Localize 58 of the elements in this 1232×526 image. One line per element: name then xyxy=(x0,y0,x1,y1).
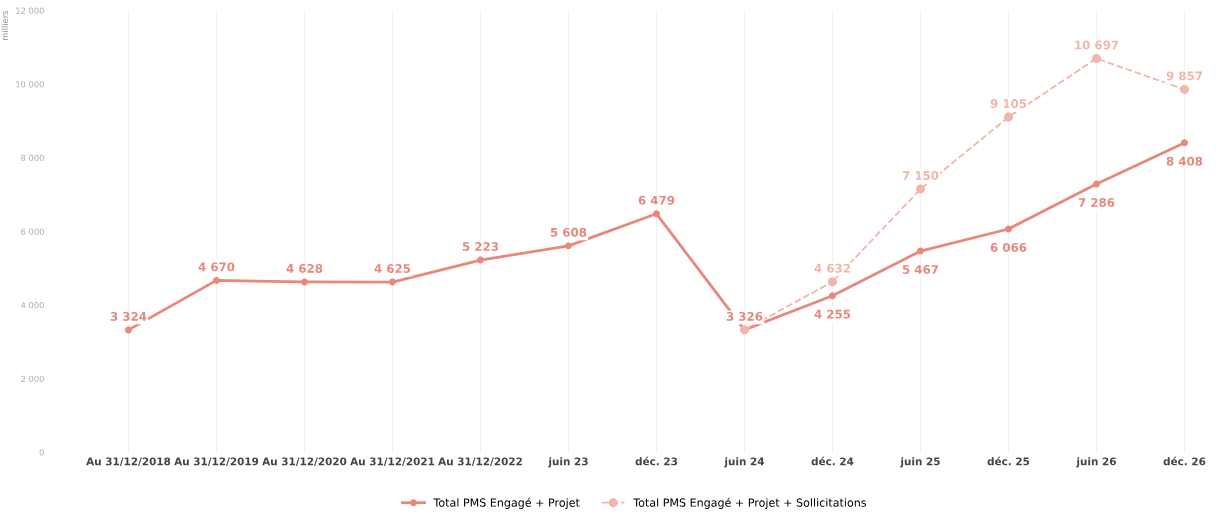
data-label: 8 408 xyxy=(1166,156,1203,166)
y-tick-label: 6 000 xyxy=(21,228,44,235)
point xyxy=(829,292,836,300)
point xyxy=(917,247,924,255)
x-tick-label: Au 31/12/2019 xyxy=(174,457,259,467)
data-label: 7 150 xyxy=(902,171,939,181)
x-tick-label: déc. 26 xyxy=(1163,456,1206,466)
point xyxy=(827,277,837,287)
point xyxy=(565,242,572,250)
x-tick-label: Au 31/12/2021 xyxy=(350,457,435,467)
data-label: 7 286 xyxy=(1078,198,1115,207)
x-tick-label: juin 25 xyxy=(900,457,940,468)
data-label: 3 326 xyxy=(726,311,763,321)
data-label: 5 608 xyxy=(550,227,587,237)
x-tick-label: Au 31/12/2022 xyxy=(438,457,522,467)
data-label: 10 697 xyxy=(1075,40,1119,50)
point xyxy=(915,184,925,194)
y-tick-label: 8 000 xyxy=(21,154,44,162)
data-label: 4 670 xyxy=(198,262,235,272)
x-tick-label: déc. 25 xyxy=(987,456,1030,466)
data-label: 4 628 xyxy=(286,263,323,273)
y-tick-label: 4 000 xyxy=(20,302,44,309)
point xyxy=(1093,180,1100,188)
x-tick-label: juin 24 xyxy=(724,457,765,468)
legend-label: Total PMS Engagé + Projet + Sollicitations xyxy=(633,497,867,509)
point xyxy=(1091,53,1101,64)
point xyxy=(1181,139,1188,147)
x-tick-label: juin 26 xyxy=(1076,457,1116,468)
data-label: 3 324 xyxy=(110,311,147,321)
x-tick-label: déc. 24 xyxy=(811,456,854,466)
data-label: 5 467 xyxy=(902,265,939,274)
point xyxy=(125,326,132,334)
data-label: 4 255 xyxy=(814,309,851,319)
data-label: 9 105 xyxy=(990,99,1027,109)
point xyxy=(389,278,396,286)
x-tick-label: juin 23 xyxy=(548,457,588,468)
point xyxy=(1005,225,1012,233)
data-label: 6 066 xyxy=(990,242,1027,252)
data-label: 5 223 xyxy=(462,242,499,251)
point xyxy=(653,210,660,218)
legend-label: Total PMS Engagé + Projet xyxy=(433,497,580,509)
y-tick-label: 2 000 xyxy=(21,375,44,382)
point xyxy=(1003,112,1013,122)
data-label: 6 479 xyxy=(638,195,675,205)
x-tick-label: Au 31/12/2020 xyxy=(262,457,347,467)
data-label: 4 625 xyxy=(374,264,411,273)
point xyxy=(1179,84,1189,94)
point xyxy=(477,256,484,264)
y-axis-title: milliers xyxy=(1,10,9,41)
point xyxy=(301,278,308,286)
data-label: 9 857 xyxy=(1166,71,1203,81)
data-label: 4 632 xyxy=(814,263,850,273)
point xyxy=(213,276,220,284)
y-tick-label: 0 xyxy=(39,449,44,456)
x-tick-label: déc. 23 xyxy=(635,456,678,466)
y-tick-label: 12 000 xyxy=(16,7,44,14)
y-tick-label: 10 000 xyxy=(16,81,44,88)
x-tick-label: Au 31/12/2018 xyxy=(86,457,171,467)
